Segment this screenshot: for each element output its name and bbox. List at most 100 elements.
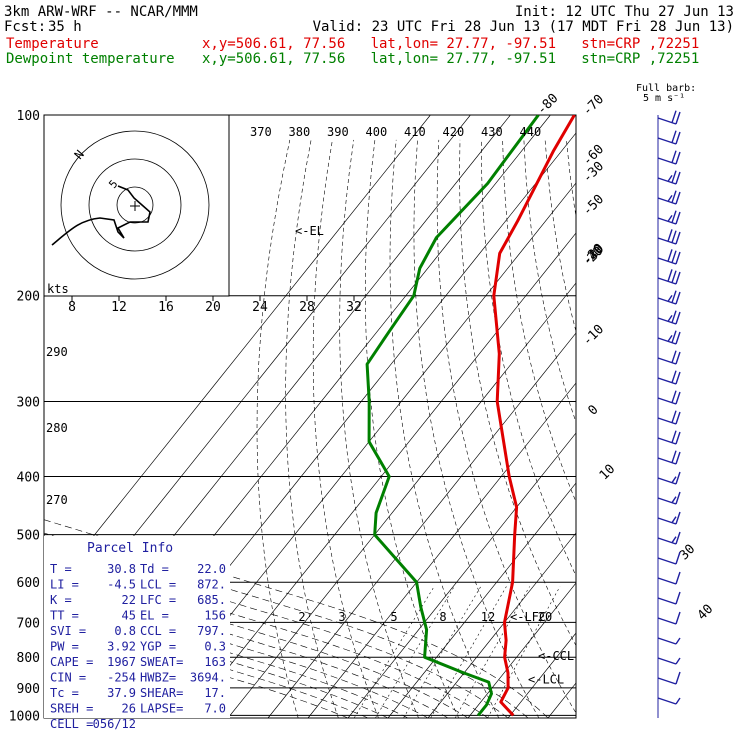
wind-barb-staff xyxy=(657,477,677,485)
parcel-info-value: 26 xyxy=(122,702,136,716)
wind-barb xyxy=(657,190,681,205)
wind-barb xyxy=(657,370,681,385)
dry-adiabat-line xyxy=(339,139,419,718)
wind-barb xyxy=(657,471,681,485)
wind-barb-flag xyxy=(667,295,673,302)
wind-barb-flag xyxy=(675,171,681,185)
wind-barb xyxy=(657,430,681,445)
wind-barb-staff xyxy=(657,597,677,605)
wind-barb-flag xyxy=(667,315,673,322)
theta-label: 290 xyxy=(46,345,68,359)
parcel-info-value: 797. xyxy=(197,624,226,638)
wind-barb xyxy=(657,657,681,665)
dry-adiabat-line xyxy=(436,139,576,714)
dewpoint-legend: Dewpoint temperature xyxy=(6,51,175,67)
parcel-info-value: 37.9 xyxy=(107,686,136,700)
wind-barb-flag xyxy=(675,511,681,525)
moist-adiabat-line xyxy=(44,605,389,718)
wind-barb-flag xyxy=(675,251,681,265)
theta-label: 410 xyxy=(404,125,426,139)
parcel-info-value: 22 xyxy=(122,593,136,607)
theta-label: 440 xyxy=(520,125,542,139)
parcel-info-name: Tc = xyxy=(50,686,79,700)
mixing-ratio-line xyxy=(430,586,507,718)
wind-barb xyxy=(657,571,681,585)
parcel-info-name: CIN = xyxy=(50,671,86,685)
parcel-info-name: HWBZ= xyxy=(140,671,176,685)
parcel-info-panel: Parcel Info T = 30.8 Td = 22.0 LI = -4.5 LCL = 8… xyxy=(44,536,230,731)
isotherm-label: -80 xyxy=(534,91,561,118)
wind-barb xyxy=(657,249,681,265)
mixing-ratio-line xyxy=(375,586,455,718)
isotherm-line xyxy=(467,582,576,718)
wind-barb-flag xyxy=(671,210,677,223)
level-marker-label: <-LFC xyxy=(510,610,546,624)
theta-label: 390 xyxy=(327,125,349,139)
wind-barb-flag xyxy=(675,451,681,465)
wind-barb-flag xyxy=(667,175,673,182)
isotherm-label: 0 xyxy=(585,402,601,418)
pressure-tick-label: 200 xyxy=(17,290,40,305)
wind-barb-flag xyxy=(675,471,681,485)
dry-adiabat-line xyxy=(312,139,379,718)
parcel-info-value: -254 xyxy=(107,671,136,685)
level-marker-label: <-LCL xyxy=(528,673,564,687)
wind-barb-flag xyxy=(675,391,681,405)
wind-barb-flag xyxy=(671,290,677,303)
wind-barb-staff xyxy=(657,297,677,305)
parcel-info-name: LCL = xyxy=(140,578,176,592)
parcel-info-value: 685. xyxy=(197,593,226,607)
hodograph-ring xyxy=(88,158,182,252)
dry-adiabat-line xyxy=(694,140,740,718)
wind-barb-flag xyxy=(671,536,677,544)
wind-barb-flag xyxy=(675,657,681,665)
wind-barb xyxy=(657,269,681,285)
isotherm-line xyxy=(267,332,576,718)
parcel-info-name: YGP = xyxy=(140,640,176,654)
pressure-tick-label: 900 xyxy=(17,682,40,697)
isotherm-line xyxy=(307,382,576,718)
wind-barb-staff xyxy=(657,377,677,385)
wind-barb xyxy=(657,511,681,525)
wind-barb-staff xyxy=(657,257,677,265)
wind-barb-flag xyxy=(675,591,681,605)
parcel-info-value: 22.0 xyxy=(197,562,226,576)
wind-barb-flag xyxy=(675,191,681,205)
pressure-tick-label: 500 xyxy=(17,529,40,544)
isotherm-label: 40 xyxy=(695,602,717,624)
parcel-info-value: 163 xyxy=(204,655,226,669)
dry-adiabat-line xyxy=(544,139,576,333)
moist-adiabat-line xyxy=(44,621,349,718)
axis-tick-label: 12 xyxy=(111,300,127,315)
wind-barb-staff xyxy=(657,197,677,205)
wind-barb-flag xyxy=(667,215,673,222)
wind-barb-flag xyxy=(667,195,673,202)
temperature-legend: Temperature xyxy=(6,36,99,52)
theta-label: 420 xyxy=(443,125,465,139)
wind-barb-flag xyxy=(671,496,677,504)
hodograph-units-label: kts xyxy=(47,282,69,296)
isotherm-line xyxy=(387,482,576,718)
wind-barb-staff xyxy=(657,357,677,365)
wind-barb-flag xyxy=(675,671,681,685)
hodograph-ring xyxy=(60,130,210,280)
wind-barb-flag xyxy=(675,131,681,145)
parcel-info-name: CELL = xyxy=(50,717,93,731)
axis-tick-label: 24 xyxy=(252,300,268,315)
forecast-label: Fcst: xyxy=(4,19,47,35)
moist-adiabat-line xyxy=(44,519,549,718)
wind-barb-staff xyxy=(657,637,677,645)
parcel-info-value: 3.92 xyxy=(107,640,136,654)
wind-barb xyxy=(657,110,681,125)
dry-adiabat-line xyxy=(588,140,740,718)
wind-barbs xyxy=(657,110,681,718)
theta-label: 370 xyxy=(250,125,272,139)
parcel-info-value: 872. xyxy=(197,578,226,592)
wind-barb xyxy=(657,551,681,565)
wind-barb-flag xyxy=(671,310,677,323)
wind-barb-staff xyxy=(657,417,677,425)
wind-barb-staff xyxy=(657,217,677,225)
pressure-tick-label: 800 xyxy=(17,651,40,666)
axis-tick-label: 16 xyxy=(158,300,174,315)
